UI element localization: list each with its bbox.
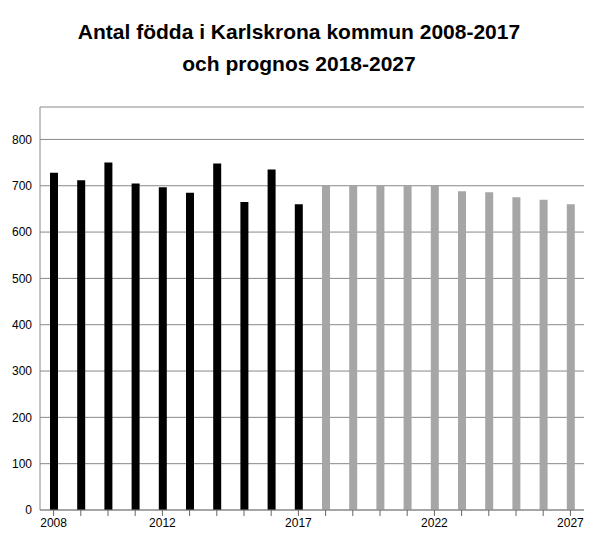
html-text:Antal födda i Karlskrona kommu: Antal födda i Karlskrona kommun 2008-201… [77,19,521,43]
html-text:och prognos 2018-2027: och prognos 2018-2027 [182,51,416,75]
svg-text:300: 300 [12,364,32,378]
svg-text:500: 500 [12,272,32,286]
svg-text:600: 600 [12,225,32,239]
svg-text:100: 100 [12,457,32,471]
svg-text:2022: 2022 [421,516,448,530]
svg-text:2008: 2008 [40,516,67,530]
svg-text:0: 0 [25,503,32,517]
svg-text:2027: 2027 [557,516,584,530]
svg-text:800: 800 [12,133,32,147]
svg-text:700: 700 [12,179,32,193]
svg-text:200: 200 [12,411,32,425]
svg-text:2012: 2012 [149,516,176,530]
svg-text:400: 400 [12,318,32,332]
svg-text:2017: 2017 [285,516,312,530]
